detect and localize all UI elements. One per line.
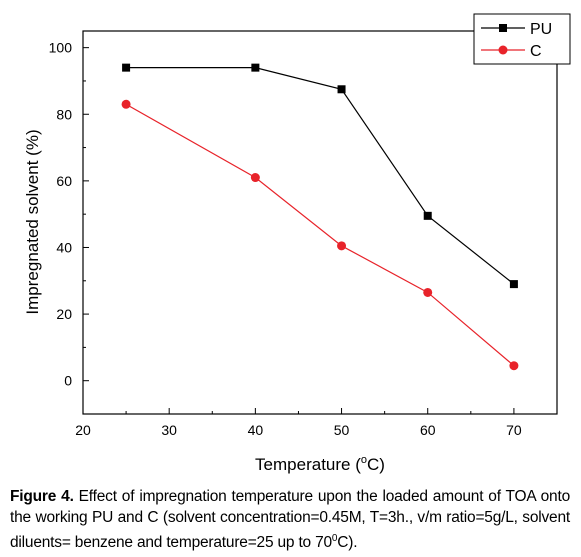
caption-label: Figure 4.: [10, 488, 74, 505]
data-point-c: [423, 287, 433, 297]
series-layer: [121, 63, 519, 371]
y-tick-label: 0: [64, 373, 72, 389]
x-tick-label: 20: [75, 422, 91, 438]
data-point-pu: [423, 211, 432, 220]
data-point-c: [337, 241, 347, 251]
x-tick-label: 40: [248, 422, 264, 438]
x-tick-label: 30: [161, 422, 177, 438]
x-axis-label: Temperature (oC): [255, 454, 385, 474]
caption-text-2: C).: [337, 534, 358, 552]
legend-label-c: C: [530, 43, 542, 60]
legend-marker-c: [498, 45, 508, 55]
legend-marker-pu: [499, 24, 507, 32]
caption-sup: 0: [331, 533, 338, 544]
data-point-pu: [509, 280, 518, 289]
x-axis-label-main: Temperature (: [255, 455, 361, 474]
x-axis-label-sup: o: [361, 454, 367, 466]
data-point-c: [509, 361, 519, 371]
figure-caption: Figure 4. Effect of impregnation tempera…: [10, 486, 570, 553]
x-tick-label: 70: [506, 422, 522, 438]
y-tick-label: 20: [56, 306, 72, 322]
data-point-pu: [122, 63, 131, 72]
data-point-c: [121, 99, 131, 109]
x-axis-ticks: 20 30 40 50 60 70: [75, 408, 522, 438]
data-point-c: [250, 173, 260, 183]
x-tick-label: 50: [334, 422, 350, 438]
x-axis-label-end: C): [367, 455, 385, 474]
y-tick-label: 60: [56, 173, 72, 189]
y-axis-label: Impregnated solvent (%): [23, 129, 42, 314]
series-line-c: [125, 103, 515, 367]
data-point-pu: [251, 63, 260, 72]
line-chart: 20 30 40 50 60 70 0 20 40 60 80 100 Impregnated so…: [23, 13, 571, 474]
y-axis-ticks: 0 20 40 60 80 100: [49, 40, 89, 389]
legend-box: [473, 13, 571, 65]
y-tick-label: 100: [49, 40, 73, 56]
y-tick-label: 80: [56, 106, 72, 122]
caption-text-1: Effect of impregnation temperature upon …: [10, 488, 571, 552]
legend: PU C: [473, 13, 571, 65]
legend-label-pu: PU: [530, 21, 552, 38]
y-tick-label: 40: [56, 239, 72, 255]
series-line-pu: [126, 67, 515, 285]
plot-frame: [82, 30, 558, 415]
x-tick-label: 60: [420, 422, 436, 438]
data-point-pu: [337, 85, 346, 94]
